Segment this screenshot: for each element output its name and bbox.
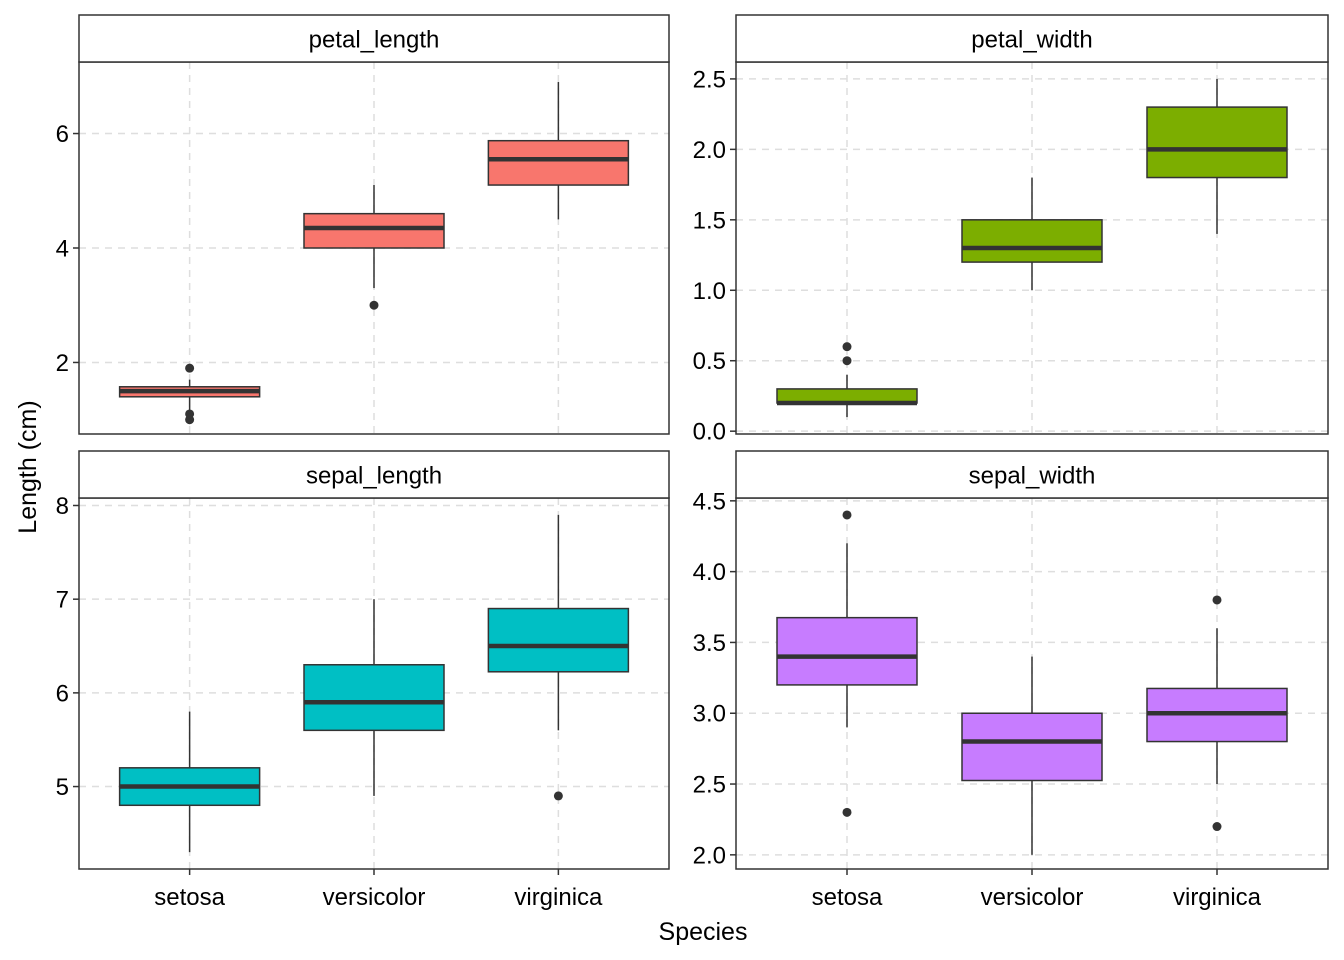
box-versicolor xyxy=(961,656,1103,855)
x-tick-label: setosa xyxy=(154,884,225,911)
box-setosa xyxy=(118,711,261,853)
y-tick-label: 0.0 xyxy=(693,419,726,446)
box-setosa xyxy=(118,363,261,425)
y-axis-title: Length (cm) xyxy=(14,400,42,533)
y-tick-label: 4.0 xyxy=(693,559,726,586)
box-iqr xyxy=(961,712,1103,782)
box-iqr xyxy=(961,219,1103,263)
box-iqr xyxy=(487,607,630,673)
y-tick-label: 1.5 xyxy=(693,207,726,234)
outlier-point xyxy=(842,510,852,520)
box-versicolor xyxy=(961,177,1103,291)
y-tick-label: 3.5 xyxy=(693,630,726,657)
box-iqr xyxy=(487,139,630,186)
box-virginica xyxy=(1146,78,1288,234)
x-tick-label: virginica xyxy=(514,884,603,911)
box-versicolor xyxy=(303,185,445,310)
outlier-point xyxy=(842,807,852,817)
y-tick-label: 2 xyxy=(56,350,69,377)
y-tick-label: 5 xyxy=(56,774,69,801)
box-iqr xyxy=(776,616,918,686)
box-setosa xyxy=(776,510,918,817)
strip-label: sepal_width xyxy=(969,463,1096,490)
strip-background xyxy=(78,450,670,499)
box-virginica xyxy=(487,514,630,801)
box-iqr xyxy=(303,664,445,732)
box-versicolor xyxy=(303,599,445,796)
y-tick-label: 8 xyxy=(56,493,69,520)
y-tick-label: 6 xyxy=(56,680,69,707)
outlier-point xyxy=(1212,822,1222,832)
strip-label: petal_width xyxy=(971,27,1092,54)
outlier-point xyxy=(185,363,195,373)
strip-label: sepal_length xyxy=(306,463,442,490)
x-tick-label: versicolor xyxy=(323,884,426,911)
y-tick-label: 2.0 xyxy=(693,842,726,869)
x-axis-title: Species xyxy=(659,918,748,946)
outlier-point xyxy=(185,409,195,419)
box-iqr xyxy=(303,212,445,249)
y-tick-label: 3.0 xyxy=(693,701,726,728)
strip-background xyxy=(735,450,1329,499)
box-virginica xyxy=(1146,595,1288,832)
panel-sepal_length: sepal_length 5 6 7 8 setosa versicolor virginic… xyxy=(56,450,670,911)
panel-sepal_width: sepal_width 2.0 2.5 3.0 3.5 4.0 4.5 setosa versi… xyxy=(693,450,1329,911)
panel-petal_width: petal_width 0.0 0.5 1.0 1.5 2.0 2.5 xyxy=(693,14,1329,446)
x-tick-label: setosa xyxy=(812,884,883,911)
strip-label: petal_length xyxy=(309,27,440,54)
box-virginica xyxy=(487,82,630,220)
outlier-point xyxy=(553,791,563,801)
y-tick-label: 2.5 xyxy=(693,772,726,799)
y-tick-label: 2.0 xyxy=(693,137,726,164)
y-tick-label: 4 xyxy=(56,236,69,263)
strip-background xyxy=(78,14,670,63)
box-setosa xyxy=(776,342,918,418)
outlier-point xyxy=(1212,595,1222,605)
outlier-point xyxy=(842,356,852,366)
outlier-point xyxy=(842,342,852,352)
y-tick-label: 4.5 xyxy=(693,488,726,515)
strip-background xyxy=(735,14,1329,63)
outlier-point xyxy=(369,300,379,310)
x-tick-label: versicolor xyxy=(981,884,1084,911)
panel-petal_length: petal_length 2 4 6 xyxy=(56,14,670,435)
y-tick-label: 7 xyxy=(56,587,69,614)
y-tick-label: 1.0 xyxy=(693,278,726,305)
x-tick-label: virginica xyxy=(1173,884,1262,911)
y-tick-label: 0.5 xyxy=(693,348,726,375)
y-tick-label: 6 xyxy=(56,121,69,148)
y-tick-label: 2.5 xyxy=(693,66,726,93)
box-iqr xyxy=(1146,106,1288,179)
